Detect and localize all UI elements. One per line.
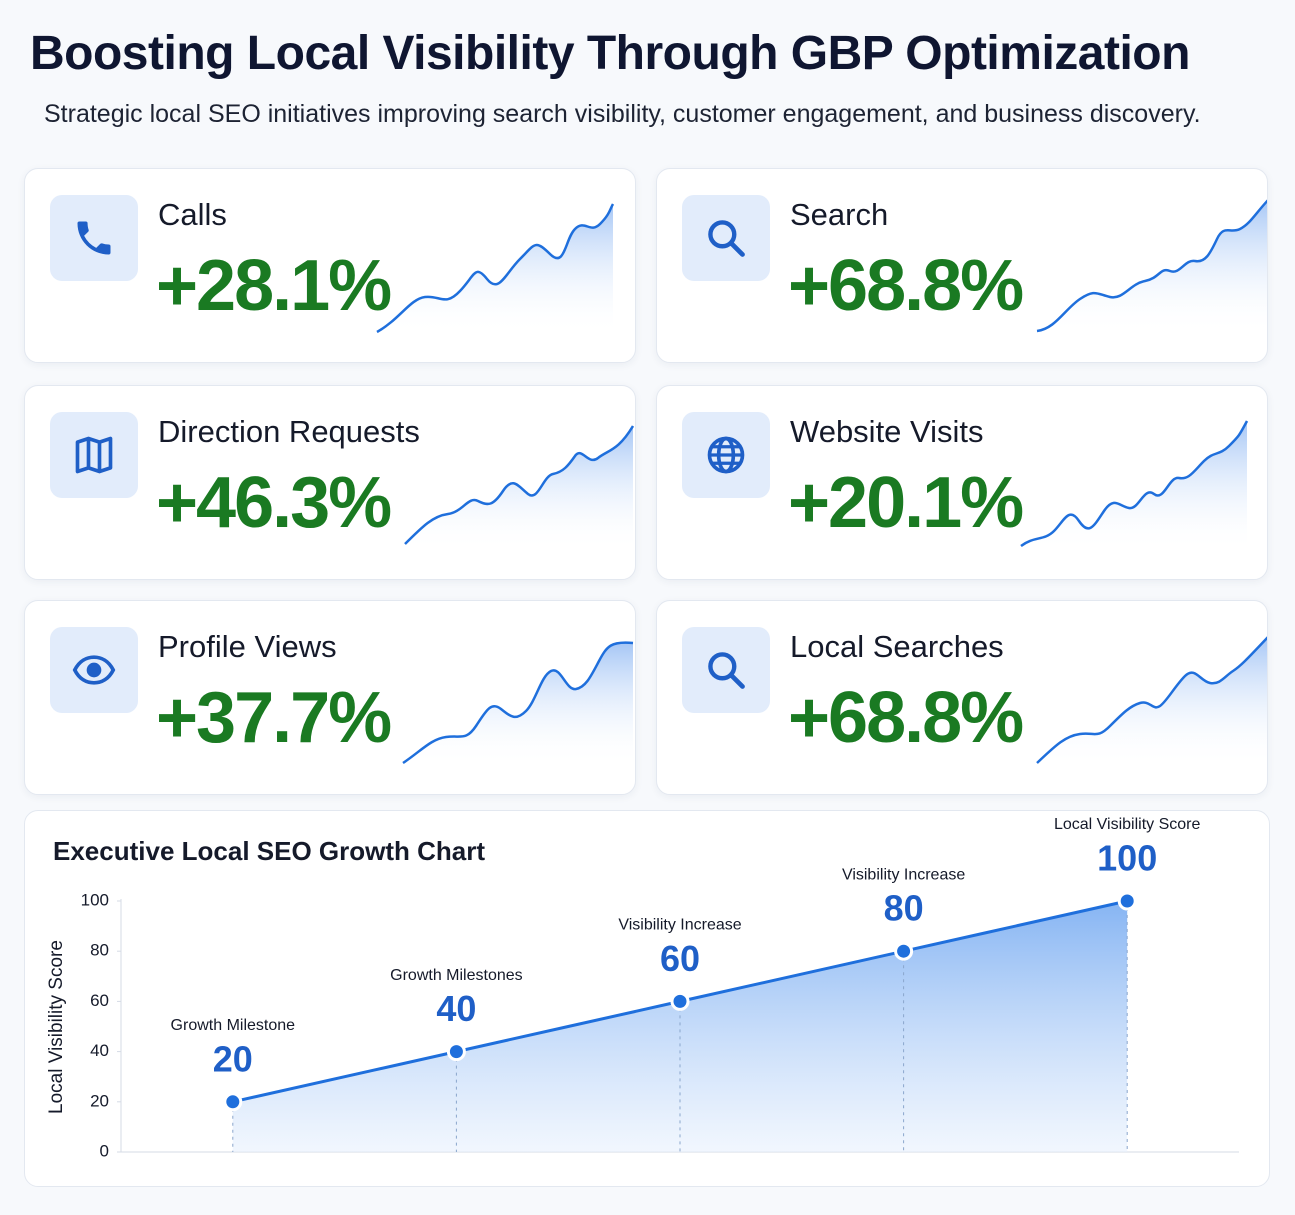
kpi-label: Search <box>790 197 889 232</box>
data-label: 60 <box>660 938 700 979</box>
icon-box <box>682 627 770 713</box>
kpi-card: Search +68.8% <box>656 168 1268 363</box>
sparkline <box>1036 199 1267 334</box>
chart-title: Executive Local SEO Growth Chart <box>53 836 485 866</box>
kpi-card: Direction Requests +46.3% <box>24 385 636 580</box>
annotation: Local Visibility Score <box>1054 816 1201 833</box>
icon-box <box>50 412 138 498</box>
globe-icon <box>707 436 745 474</box>
icon-box <box>50 195 138 281</box>
data-label: 40 <box>436 988 476 1029</box>
sparkline <box>376 203 615 334</box>
point <box>670 991 690 1011</box>
map-icon <box>75 436 113 474</box>
sparkline <box>1036 636 1267 766</box>
kpi-value: +46.3% <box>156 463 392 543</box>
kpi-value: +68.8% <box>788 246 1024 326</box>
y-tick-label: 80 <box>90 941 109 960</box>
annotation: Growth Milestone <box>171 1017 296 1034</box>
y-tick-label: 40 <box>90 1041 109 1060</box>
data-label: 20 <box>213 1038 253 1079</box>
point <box>894 941 914 961</box>
point <box>223 1092 243 1112</box>
annotation: Visibility Increase <box>842 866 965 883</box>
eye-icon <box>72 655 116 685</box>
data-label: 80 <box>884 888 924 929</box>
point <box>1117 891 1137 911</box>
sparkline <box>1020 420 1249 551</box>
search-icon <box>708 220 745 257</box>
kpi-label: Direction Requests <box>158 414 420 449</box>
kpi-card: Calls +28.1% <box>24 168 636 363</box>
subtitle: Strategic local SEO initiatives improvin… <box>44 100 1201 128</box>
kpi-value: +20.1% <box>788 463 1024 543</box>
kpi-value: +28.1% <box>156 246 392 326</box>
kpi-value: +37.7% <box>156 678 392 758</box>
y-tick-label: 60 <box>90 991 109 1010</box>
phone-icon <box>77 221 111 255</box>
chart-card: Executive Local SEO Growth Chart Local V… <box>24 810 1270 1187</box>
kpi-card: Profile Views +37.7% <box>24 600 636 795</box>
y-tick-label: 100 <box>81 890 109 909</box>
point <box>446 1042 466 1062</box>
title: Boosting Local Visibility Through GBP Op… <box>30 27 1190 80</box>
kpi-value: +68.8% <box>788 678 1024 758</box>
kpi-label: Website Visits <box>790 414 984 449</box>
data-label: 100 <box>1097 838 1157 879</box>
icon-box <box>682 195 770 281</box>
search-icon <box>708 652 745 689</box>
annotation: Visibility Increase <box>618 917 741 934</box>
annotation: Growth Milestones <box>390 967 523 984</box>
chart: Executive Local SEO Growth Chart Local V… <box>46 816 1239 1160</box>
y-axis-label: Local Visibility Score <box>46 940 67 1114</box>
y-tick-label: 20 <box>90 1091 109 1110</box>
kpi-card: Local Searches +68.8% <box>656 600 1268 795</box>
icon-box <box>682 412 770 498</box>
y-tick-label: 0 <box>100 1141 109 1160</box>
kpi-label: Profile Views <box>158 629 337 664</box>
kpi-label: Local Searches <box>790 629 1004 664</box>
kpi-label: Calls <box>158 197 227 232</box>
icon-box <box>50 627 138 713</box>
sparkline <box>404 425 635 551</box>
kpi-card: Website Visits +20.1% <box>656 385 1268 580</box>
sparkline <box>402 641 634 766</box>
